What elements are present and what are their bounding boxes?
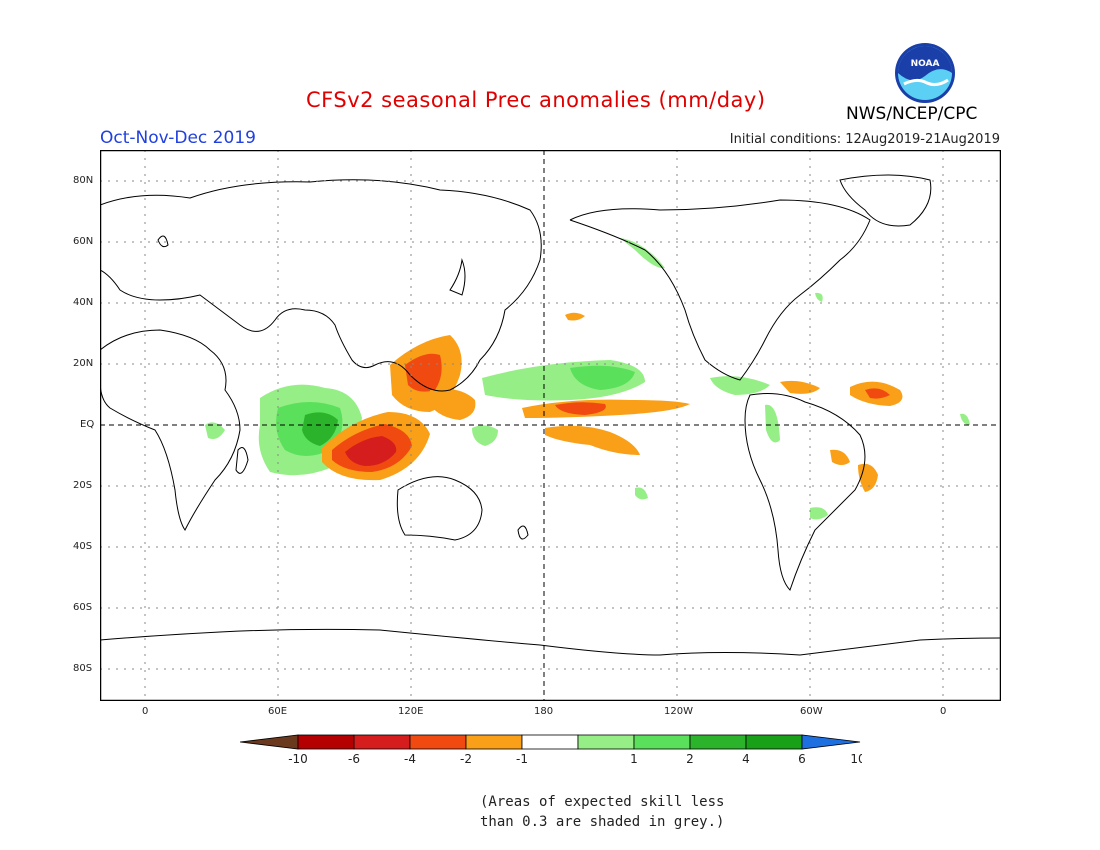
- legend-tick-label: 1: [630, 752, 638, 766]
- japan: [449, 258, 466, 296]
- africa: [100, 329, 241, 531]
- grid: [100, 150, 1000, 700]
- skill-note-line-2: than 0.3 are shaded in grey.): [480, 814, 725, 830]
- precipitation-anomaly-map: [100, 150, 1001, 701]
- lon-label-60w: 60W: [800, 706, 823, 717]
- lat-label-80s: 80S: [73, 663, 93, 674]
- legend-swatch: [353, 734, 411, 750]
- season-label: Oct-Nov-Dec 2019: [100, 128, 256, 148]
- europe-asia: [100, 179, 542, 392]
- lat-label-40n: 40N: [73, 297, 94, 308]
- noaa-logo: NOAA: [895, 43, 955, 103]
- map-frame: [100, 150, 1001, 701]
- skill-note: (Areas of expected skill less than 0.3 a…: [480, 792, 724, 832]
- legend-tick-label: -4: [404, 752, 416, 766]
- color-legend: -10 -6 -4 -2 -1 1 2 4 6 10: [240, 734, 862, 766]
- skill-note-line-1: (Areas of expected skill less: [480, 794, 725, 810]
- legend-swatch: [297, 734, 355, 750]
- lat-label-eq: EQ: [80, 419, 95, 430]
- lat-label-20n: 20N: [73, 358, 94, 369]
- lon-label-120w: 120W: [664, 706, 693, 717]
- british-isles: [157, 235, 169, 248]
- lon-label-120e: 120E: [398, 706, 424, 717]
- madagascar: [235, 447, 249, 474]
- south-america: [744, 393, 866, 591]
- legend-swatch: [465, 734, 523, 750]
- legend-tick-label: 10: [850, 752, 862, 766]
- svg-text:NOAA: NOAA: [911, 59, 940, 69]
- new-zealand: [517, 525, 529, 540]
- reference-lines: [100, 150, 1000, 700]
- legend-tick-label: -10: [288, 752, 308, 766]
- lat-label-60s: 60S: [73, 602, 93, 613]
- north-america: [569, 199, 871, 381]
- antarctica: [100, 628, 1001, 656]
- lon-label-60e: 60E: [268, 706, 288, 717]
- australia: [396, 476, 483, 541]
- greenland: [839, 174, 932, 227]
- legend-swatch: [689, 734, 747, 750]
- legend-tick-label: -1: [516, 752, 528, 766]
- lat-label-40s: 40S: [73, 541, 93, 552]
- anomaly-shading: [205, 238, 970, 520]
- lat-label-20s: 20S: [73, 480, 93, 491]
- legend-swatch: [633, 734, 691, 750]
- legend-swatch: [745, 734, 803, 750]
- legend-tick-label: 2: [686, 752, 694, 766]
- legend-arrow-high: [801, 734, 861, 750]
- legend-tick-label: 6: [798, 752, 806, 766]
- chart-title: CFSv2 seasonal Prec anomalies (mm/day): [306, 88, 766, 112]
- legend-arrow-low: [240, 734, 299, 750]
- legend-tick-label: -6: [348, 752, 360, 766]
- legend-swatch: [521, 734, 579, 750]
- coastlines: [100, 174, 1001, 656]
- agency-label: NWS/NCEP/CPC: [846, 104, 978, 124]
- legend-tick-label: 4: [742, 752, 750, 766]
- lon-label-0-east: 0: [940, 706, 947, 717]
- legend-tick-label: -2: [460, 752, 472, 766]
- legend-swatch: [409, 734, 467, 750]
- lat-label-60n: 60N: [73, 236, 94, 247]
- lon-label-180: 180: [534, 706, 554, 717]
- initial-conditions-label: Initial conditions: 12Aug2019-21Aug2019: [729, 132, 1000, 147]
- lon-label-0: 0: [142, 706, 149, 717]
- lat-label-80n: 80N: [73, 175, 94, 186]
- legend-swatch: [577, 734, 635, 750]
